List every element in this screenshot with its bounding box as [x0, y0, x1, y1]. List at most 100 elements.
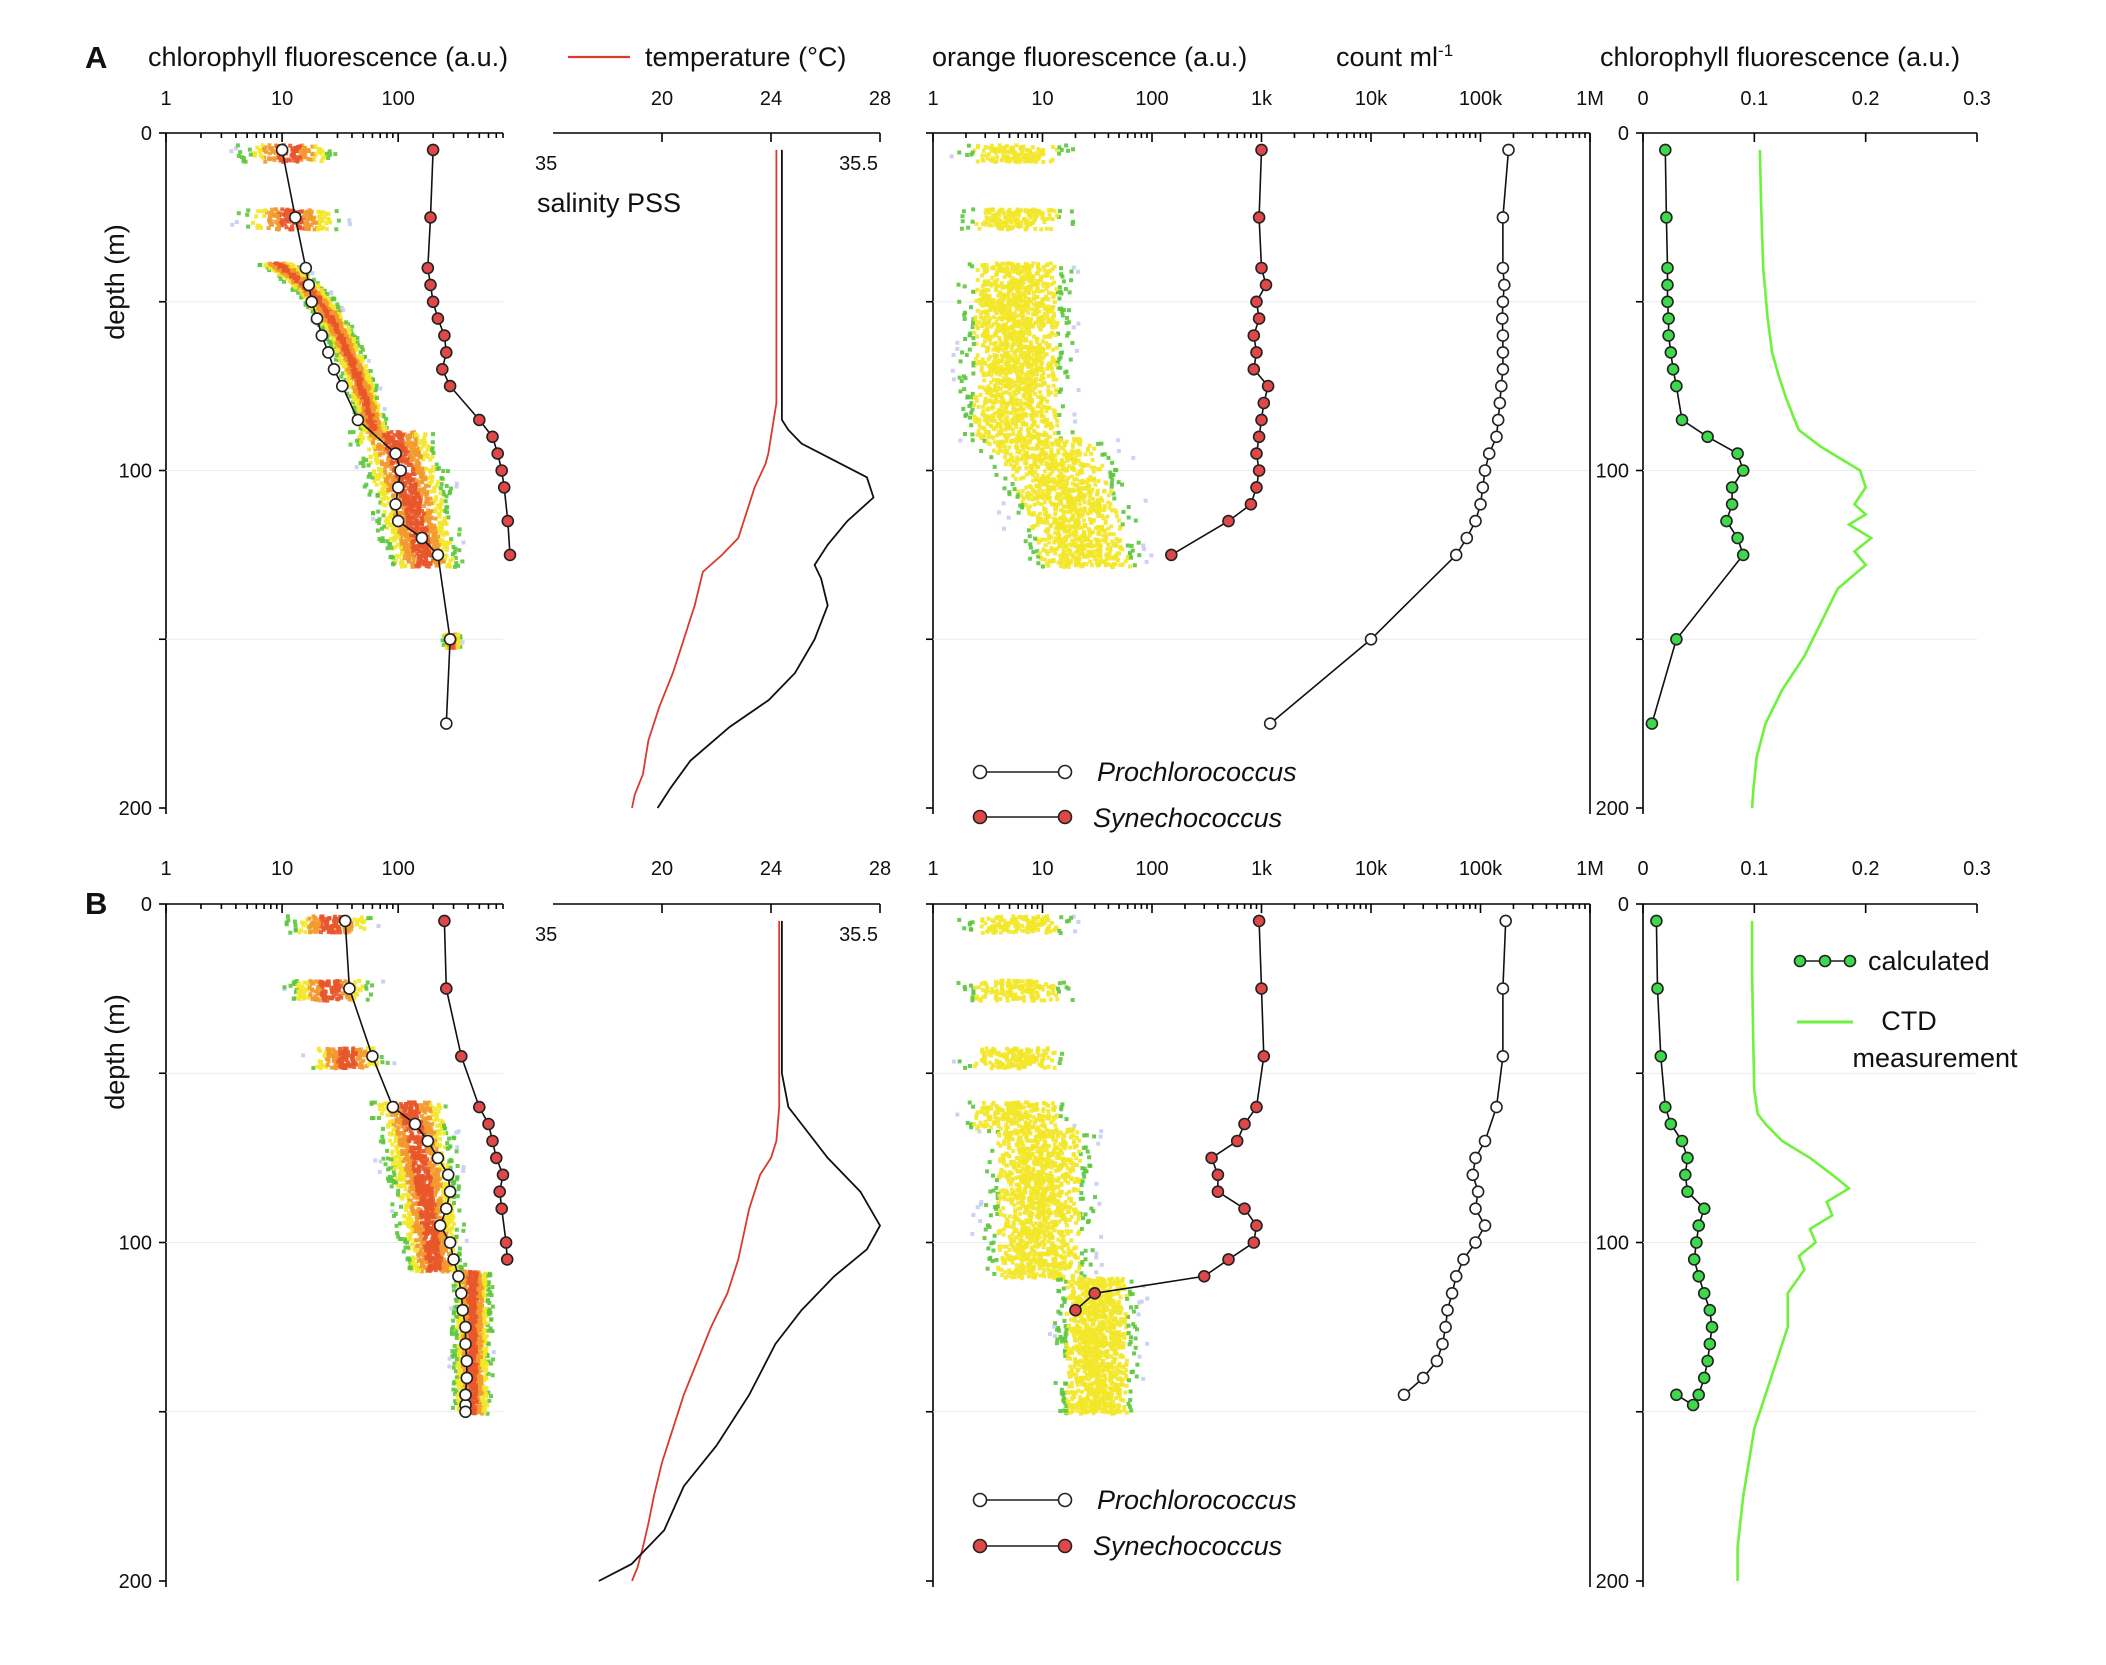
density-point — [434, 462, 439, 467]
density-point — [417, 480, 422, 485]
density-point — [351, 337, 356, 342]
density-point — [1033, 391, 1037, 396]
density-point — [324, 313, 329, 318]
density-point — [1046, 384, 1051, 389]
density-point — [444, 505, 449, 510]
density-point — [334, 333, 339, 338]
density-point — [1011, 262, 1016, 267]
density-point — [275, 268, 280, 273]
density-point — [1007, 307, 1012, 312]
density-point — [988, 341, 993, 346]
density-point — [1006, 294, 1011, 298]
density-point — [343, 333, 348, 337]
density-point — [995, 278, 1000, 282]
density-point — [385, 539, 390, 544]
density-point — [958, 359, 963, 364]
density-point — [411, 521, 416, 526]
density-point — [328, 306, 333, 311]
density-point — [403, 508, 408, 513]
density-point — [963, 337, 968, 341]
density-point — [410, 545, 415, 550]
density-point — [431, 501, 436, 506]
density-point — [317, 209, 322, 214]
density-point — [378, 443, 383, 448]
density-point — [998, 208, 1002, 213]
density-point — [1006, 341, 1011, 346]
density-point — [412, 443, 417, 448]
density-point — [966, 143, 971, 148]
density-point — [414, 433, 419, 438]
density-point — [998, 416, 1003, 421]
density-point — [336, 305, 341, 310]
density-point — [984, 414, 989, 419]
density-point — [1058, 355, 1063, 360]
density-point — [1003, 462, 1008, 467]
density-point — [1046, 364, 1051, 369]
density-point — [963, 310, 967, 315]
density-point — [1077, 502, 1082, 507]
density-point — [981, 409, 986, 414]
density-point — [445, 547, 449, 552]
density-point — [984, 263, 989, 267]
density-point — [335, 329, 340, 334]
density-point — [331, 341, 336, 346]
density-point — [1018, 354, 1023, 359]
density-point — [311, 220, 316, 225]
density-point — [318, 221, 323, 226]
density-point — [288, 227, 293, 232]
density-point — [424, 527, 429, 532]
density-point — [1002, 310, 1007, 315]
density-point — [1034, 454, 1039, 459]
density-point — [1012, 359, 1017, 364]
density-point — [979, 289, 984, 294]
density-point — [1067, 290, 1072, 295]
density-point — [361, 412, 366, 417]
density-point — [292, 268, 297, 273]
density-point — [994, 371, 999, 376]
density-point — [981, 360, 986, 365]
density-point — [983, 219, 988, 224]
density-point — [1073, 496, 1078, 501]
density-point — [1049, 331, 1054, 336]
density-point — [972, 418, 977, 423]
density-point — [1032, 419, 1037, 424]
density-point — [359, 369, 364, 374]
density-point — [993, 357, 998, 362]
density-point — [1066, 148, 1071, 153]
density-point — [376, 521, 381, 526]
density-point — [372, 419, 376, 424]
density-point — [1057, 145, 1062, 150]
density-point — [311, 286, 316, 291]
density-point — [361, 406, 366, 411]
density-point — [328, 317, 332, 322]
density-point — [1039, 410, 1044, 415]
density-point — [1031, 210, 1035, 215]
density-point — [355, 363, 360, 368]
density-point — [1036, 349, 1041, 354]
density-point — [1006, 284, 1010, 289]
density-point — [352, 366, 357, 371]
density-point — [361, 460, 366, 465]
density-point — [368, 379, 373, 384]
density-point — [991, 360, 996, 365]
density-point — [321, 321, 326, 326]
density-point — [985, 330, 990, 335]
density-point — [316, 225, 321, 230]
density-point — [388, 472, 393, 477]
density-point — [1042, 396, 1047, 401]
density-point — [391, 523, 396, 528]
density-point — [365, 403, 370, 408]
density-point — [983, 396, 988, 401]
density-point — [1101, 516, 1106, 521]
density-point — [995, 210, 1000, 215]
density-point — [1066, 331, 1071, 336]
density-point — [997, 304, 1002, 309]
density-point — [1019, 310, 1024, 315]
density-point — [438, 486, 443, 491]
density-point — [983, 322, 988, 327]
density-point — [403, 492, 407, 497]
density-point — [246, 208, 251, 213]
density-point — [306, 149, 311, 154]
density-point — [1005, 380, 1010, 385]
density-point — [345, 391, 350, 396]
